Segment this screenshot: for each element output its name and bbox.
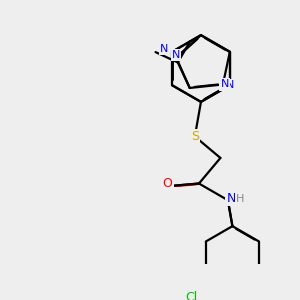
Text: S: S (191, 130, 199, 143)
Text: N: N (226, 80, 234, 90)
Text: N: N (227, 192, 236, 205)
Text: O: O (163, 177, 172, 190)
Text: N: N (220, 80, 229, 89)
Text: N: N (172, 50, 180, 60)
Text: N: N (160, 44, 168, 54)
Text: H: H (236, 194, 244, 204)
Text: Cl: Cl (185, 291, 197, 300)
